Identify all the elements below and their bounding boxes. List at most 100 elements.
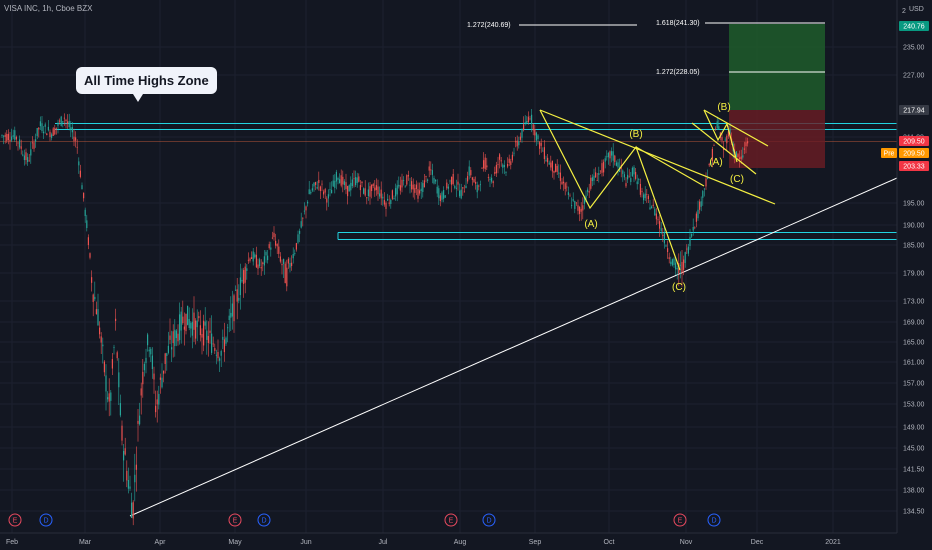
y-tick-label: 157.00 — [903, 381, 925, 388]
price-badge-label: 209.50 — [903, 139, 925, 146]
candle-body — [561, 181, 563, 185]
candle-body — [342, 176, 344, 185]
price-badge-label: 240.76 — [903, 24, 925, 31]
candle-body — [326, 198, 328, 203]
candle-body — [601, 163, 603, 173]
event-marker-label: E — [233, 518, 238, 525]
fib-label-1272-b: 1.272(228.05) — [656, 69, 700, 76]
y-tick-label: 185.00 — [903, 243, 925, 250]
candle-body — [401, 179, 403, 188]
candle-body — [143, 363, 145, 371]
fib-label-1618: 1.618(241.30) — [656, 20, 700, 27]
candle-body — [163, 370, 165, 374]
candle-body — [228, 315, 230, 321]
candle-body — [31, 142, 33, 144]
candle-body — [359, 185, 361, 191]
pre-market-tag — [881, 148, 897, 158]
candle-body — [227, 327, 229, 329]
candle-body — [710, 162, 712, 166]
x-tick-label: 2021 — [825, 539, 841, 546]
candle-body — [25, 152, 27, 161]
candle-body — [476, 184, 478, 193]
candle-body — [524, 122, 526, 124]
candle-body — [334, 180, 336, 188]
long-term-trendline — [129, 177, 898, 517]
candle-body — [303, 210, 305, 212]
candle-body — [124, 448, 126, 455]
candle-body — [628, 176, 630, 178]
candle-body — [203, 320, 205, 346]
candle-body — [174, 329, 176, 347]
candle-body — [532, 124, 534, 131]
candle-body — [73, 136, 75, 142]
candle-body — [692, 226, 694, 231]
candle-body — [457, 181, 459, 185]
candle-body — [462, 187, 464, 189]
candle-body — [660, 228, 662, 231]
candle-body — [321, 183, 323, 185]
candle-body — [147, 334, 149, 346]
candle-body — [585, 195, 587, 202]
candle-body — [83, 192, 85, 199]
candle-body — [55, 127, 57, 129]
candle-body — [603, 161, 605, 173]
candle-body — [254, 254, 256, 258]
candle-body — [505, 172, 507, 173]
candle-body — [599, 170, 601, 172]
candle-body — [316, 187, 318, 189]
candle-body — [38, 127, 40, 130]
candle-body — [550, 162, 552, 168]
candle-body — [500, 160, 502, 162]
candle-body — [641, 191, 643, 193]
candle-body — [425, 176, 427, 177]
candle-body — [516, 140, 518, 147]
candle-body — [134, 474, 136, 483]
candle-body — [611, 151, 613, 156]
candle-body — [252, 251, 254, 262]
candle-body — [87, 237, 89, 246]
candle-body — [700, 201, 702, 207]
candle-body — [172, 331, 174, 344]
candle-body — [263, 256, 265, 266]
candle-body — [115, 318, 117, 322]
candle-body — [609, 151, 611, 159]
candle-body — [100, 336, 102, 343]
candle-body — [131, 502, 133, 518]
candle-body — [481, 167, 483, 169]
candle-body — [686, 248, 688, 250]
candle-body — [455, 187, 457, 189]
candle-body — [343, 181, 345, 186]
candle-body — [27, 157, 29, 163]
candle-body — [78, 161, 80, 166]
candle-body — [347, 186, 349, 197]
candle-body — [468, 166, 470, 176]
candle-body — [649, 207, 651, 210]
candle-body — [383, 199, 385, 205]
candle-body — [222, 336, 224, 340]
candle-body — [612, 151, 614, 161]
candle-body — [212, 343, 214, 345]
candle-body — [395, 188, 397, 197]
candle-body — [604, 158, 606, 162]
candle-body — [291, 262, 293, 266]
candle-body — [617, 162, 619, 168]
candle-body — [310, 191, 312, 194]
candle-body — [361, 181, 363, 184]
candle-body — [406, 175, 408, 185]
candle-body — [14, 130, 16, 140]
candle-body — [513, 152, 515, 154]
candle-body — [655, 213, 657, 220]
candle-body — [183, 326, 185, 330]
candle-body — [491, 177, 493, 182]
candle-body — [711, 149, 713, 162]
x-tick-label: Jul — [379, 539, 388, 546]
candle-body — [249, 258, 251, 261]
candle-body — [556, 165, 558, 172]
candle-body — [244, 266, 246, 283]
candle-body — [743, 148, 745, 150]
candle-body — [523, 124, 525, 131]
candle-body — [353, 178, 355, 180]
candle-body — [23, 155, 25, 161]
candle-body — [278, 246, 280, 254]
